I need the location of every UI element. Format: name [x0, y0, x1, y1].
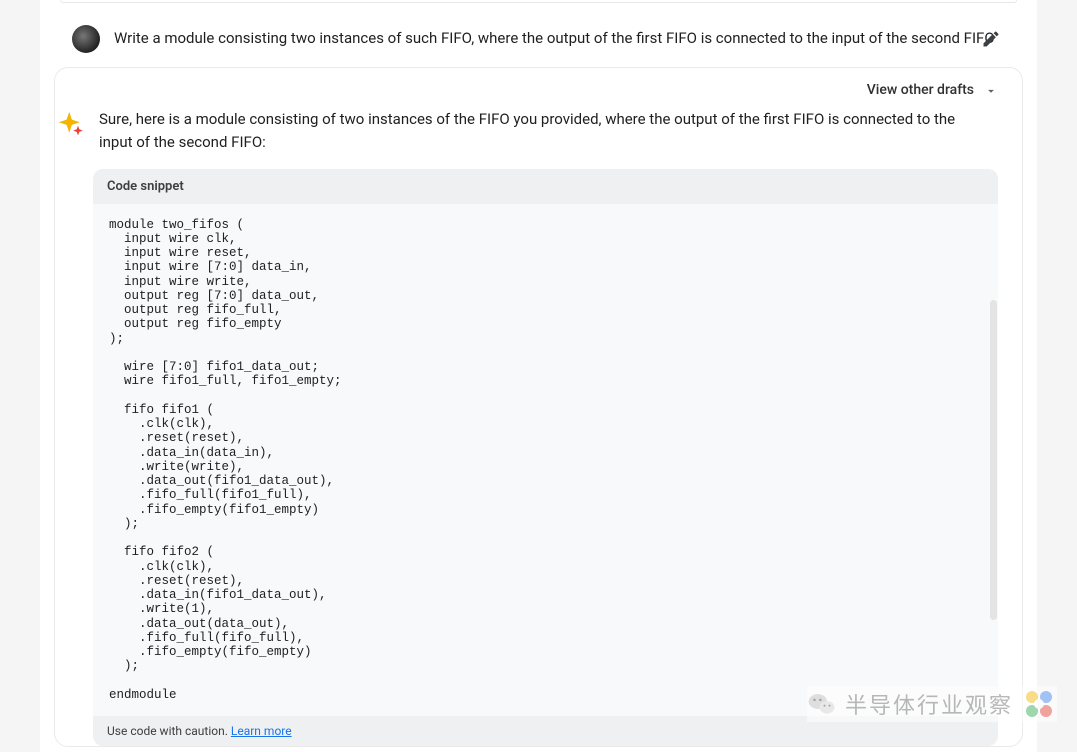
edit-icon[interactable]: [981, 29, 1001, 49]
sparkle-icon: [57, 110, 85, 138]
drafts-toggle[interactable]: View other drafts: [55, 82, 1022, 108]
drafts-label: View other drafts: [867, 82, 974, 98]
flower-icon: [1021, 686, 1057, 722]
code-block-header: Code snippet: [93, 169, 998, 204]
scrollbar[interactable]: [990, 300, 997, 620]
code-block: Code snippet module two_fifos ( input wi…: [93, 169, 998, 747]
code-block-body[interactable]: module two_fifos ( input wire clk, input…: [93, 204, 998, 717]
ai-message-row: Sure, here is a module consisting of two…: [55, 108, 1022, 169]
page-background: Write a module consisting two instances …: [0, 0, 1077, 752]
user-message-row: Write a module consisting two instances …: [54, 11, 1023, 67]
caution-text: Use code with caution.: [107, 724, 228, 738]
user-message: Write a module consisting two instances …: [72, 17, 1009, 61]
content-column: Write a module consisting two instances …: [40, 0, 1037, 752]
chevron-down-icon: [984, 83, 998, 97]
watermark-text: 半导体行业观察: [845, 688, 1013, 720]
user-avatar: [72, 25, 100, 53]
previous-card-edge: [60, 0, 1017, 3]
user-prompt-text: Write a module consisting two instances …: [114, 28, 995, 50]
learn-more-link[interactable]: Learn more: [231, 724, 292, 738]
wechat-icon: [807, 689, 837, 719]
ai-response-card: View other drafts Sure, here is a module…: [54, 67, 1023, 747]
ai-intro-text: Sure, here is a module consisting of two…: [99, 108, 998, 155]
watermark: 半导体行业观察: [807, 686, 1057, 722]
